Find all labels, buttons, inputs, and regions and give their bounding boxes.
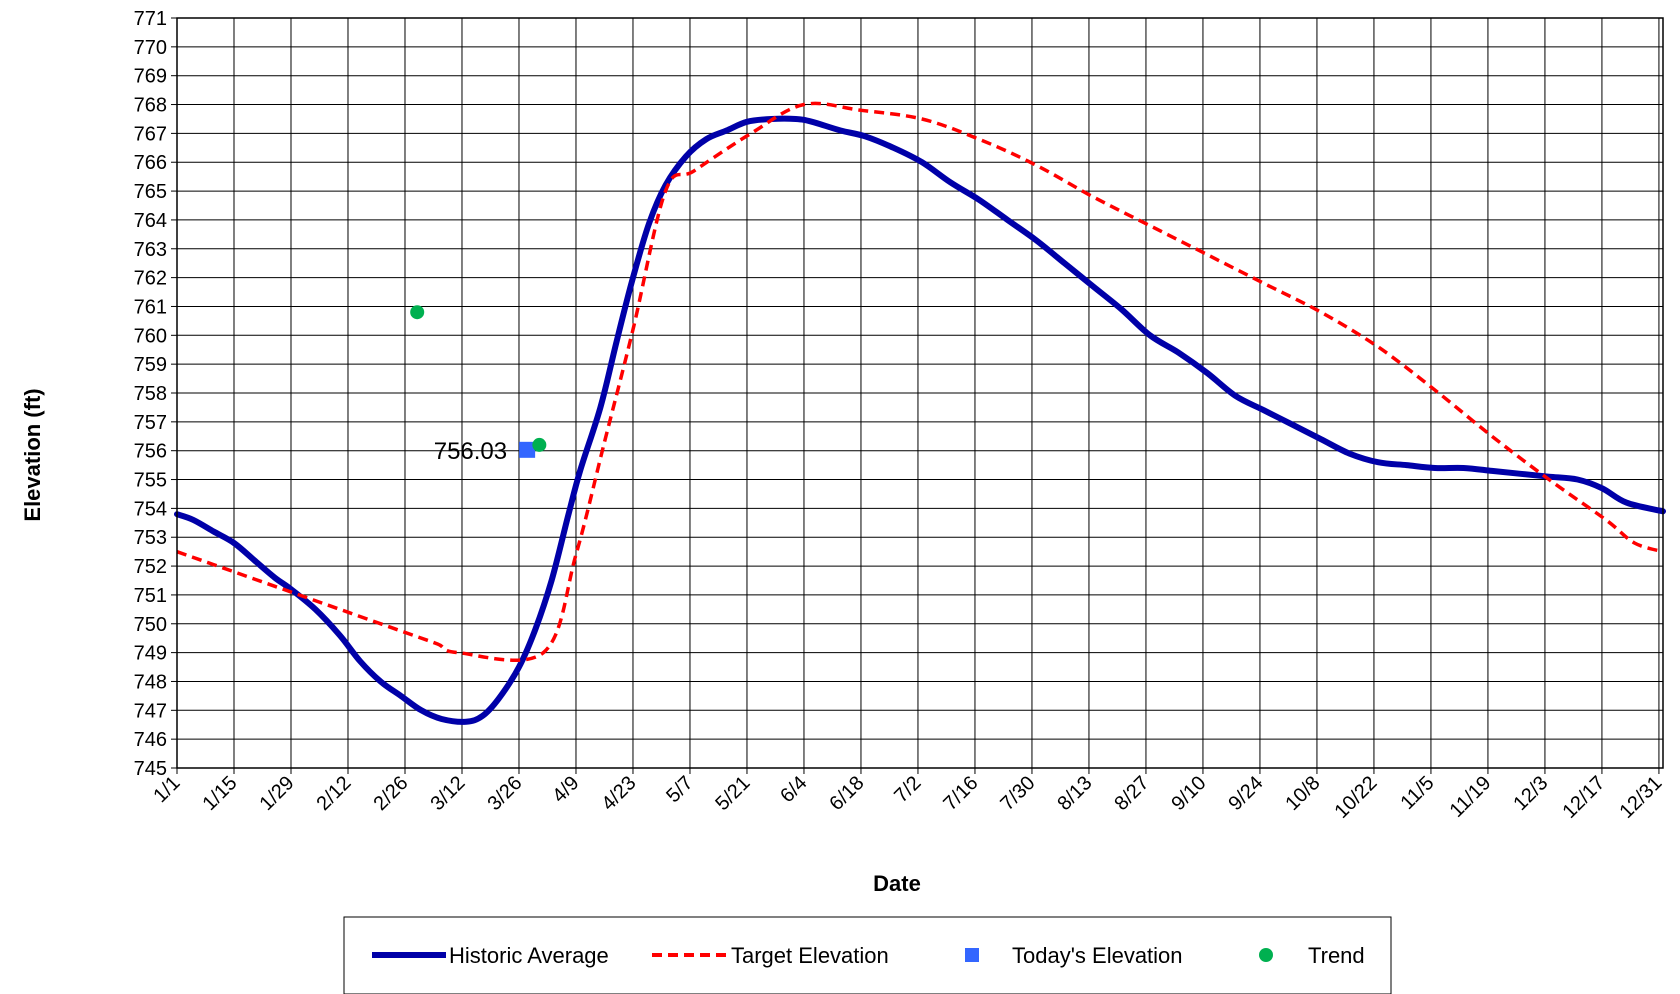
x-tick-label: 4/9 [548,772,583,807]
x-tick-label: 7/30 [996,772,1039,815]
legend-trend-label: Trend [1308,943,1365,968]
y-tick-label: 755 [134,470,167,492]
legend-box [343,916,1392,994]
x-tick-label: 1/15 [198,772,241,815]
x-tick-label: 4/23 [597,772,640,815]
y-tick-label: 753 [134,527,167,549]
plot-area-frame [176,17,1664,769]
x-tick-label: 6/4 [776,772,811,807]
x-tick-label: 10/8 [1281,772,1324,815]
x-tick-label: 7/16 [939,772,982,815]
x-tick-label: 12/3 [1509,772,1552,815]
x-tick-label: 7/2 [890,772,925,807]
y-tick-label: 749 [134,643,167,665]
x-tick-label: 3/12 [426,772,469,815]
y-tick-label: 750 [134,614,167,636]
target-elevation-line [176,101,1664,662]
y-tick-label: 767 [134,123,167,145]
x-tick-label: 1/29 [255,772,298,815]
x-tick-label: 11/5 [1396,772,1438,814]
x-axis-title: Date [873,871,921,896]
x-tick-label: 3/26 [483,772,526,815]
legend-historic-label: Historic Average [449,943,609,968]
historic-average-line [174,115,1666,725]
y-tick-label: 768 [134,95,167,117]
y-tick-label: 748 [134,671,167,693]
legend-today-label: Today's Elevation [1012,943,1183,968]
y-tick-label: 759 [134,354,167,376]
x-tick-label: 6/18 [825,772,868,815]
legend-target-label: Target Elevation [731,943,889,968]
y-tick-label: 757 [134,412,167,434]
x-tick-label: 8/27 [1110,772,1153,815]
y-tick-label: 762 [134,268,167,290]
y-tick-label: 751 [134,585,167,607]
y-tick-label: 760 [134,325,167,347]
x-tick-label: 9/10 [1167,772,1210,815]
x-tick-label: 11/19 [1446,772,1496,822]
series-layer: 756.03 [174,101,1666,725]
x-tick-label: 2/12 [312,772,355,815]
y-tick-label: 752 [134,556,167,578]
y-tick-label: 766 [134,152,167,174]
trend-point [410,305,425,320]
todays-elevation-label: 756.03 [434,438,507,465]
y-axis-title: Elevation (ft) [20,388,45,521]
y-tick-label: 770 [134,37,167,59]
x-tick-label: 5/21 [711,772,754,815]
legend-trend-swatch [1259,948,1273,962]
y-tick-label: 746 [134,729,167,751]
y-tick-label: 769 [134,66,167,88]
y-tick-label: 756 [134,441,167,463]
y-tick-label: 758 [134,383,167,405]
x-tick-label: 12/17 [1559,772,1610,823]
x-tick-label: 5/7 [662,772,697,807]
x-tick-label: 8/13 [1053,772,1096,815]
y-tick-label: 747 [134,700,167,722]
x-tick-label: 10/22 [1331,772,1382,823]
trend-point [532,437,547,452]
legend: Historic Average Target Elevation Today'… [343,916,1392,994]
x-tick-label: 12/31 [1616,772,1667,823]
y-tick-label: 745 [134,758,167,780]
y-tick-label: 754 [134,498,167,520]
y-tick-label: 764 [134,210,167,232]
x-tick-label: 9/24 [1224,772,1267,815]
y-tick-label: 763 [134,239,167,261]
x-tick-label: 2/26 [369,772,412,815]
x-tick-labels: 1/1 1/15 1/29 2/12 2/26 3/12 3/26 4/9 4/23 5/7 5/2… [149,772,1666,823]
grid-lines [171,17,1663,774]
y-tick-label: 771 [134,8,167,30]
y-tick-label: 761 [134,296,167,318]
todays-elevation-marker [519,441,536,458]
legend-today-swatch [965,948,979,962]
y-tick-labels: 745 746 747 748 749 750 751 752 753 754 755 756 757 7… [134,8,167,780]
y-tick-label: 765 [134,181,167,203]
